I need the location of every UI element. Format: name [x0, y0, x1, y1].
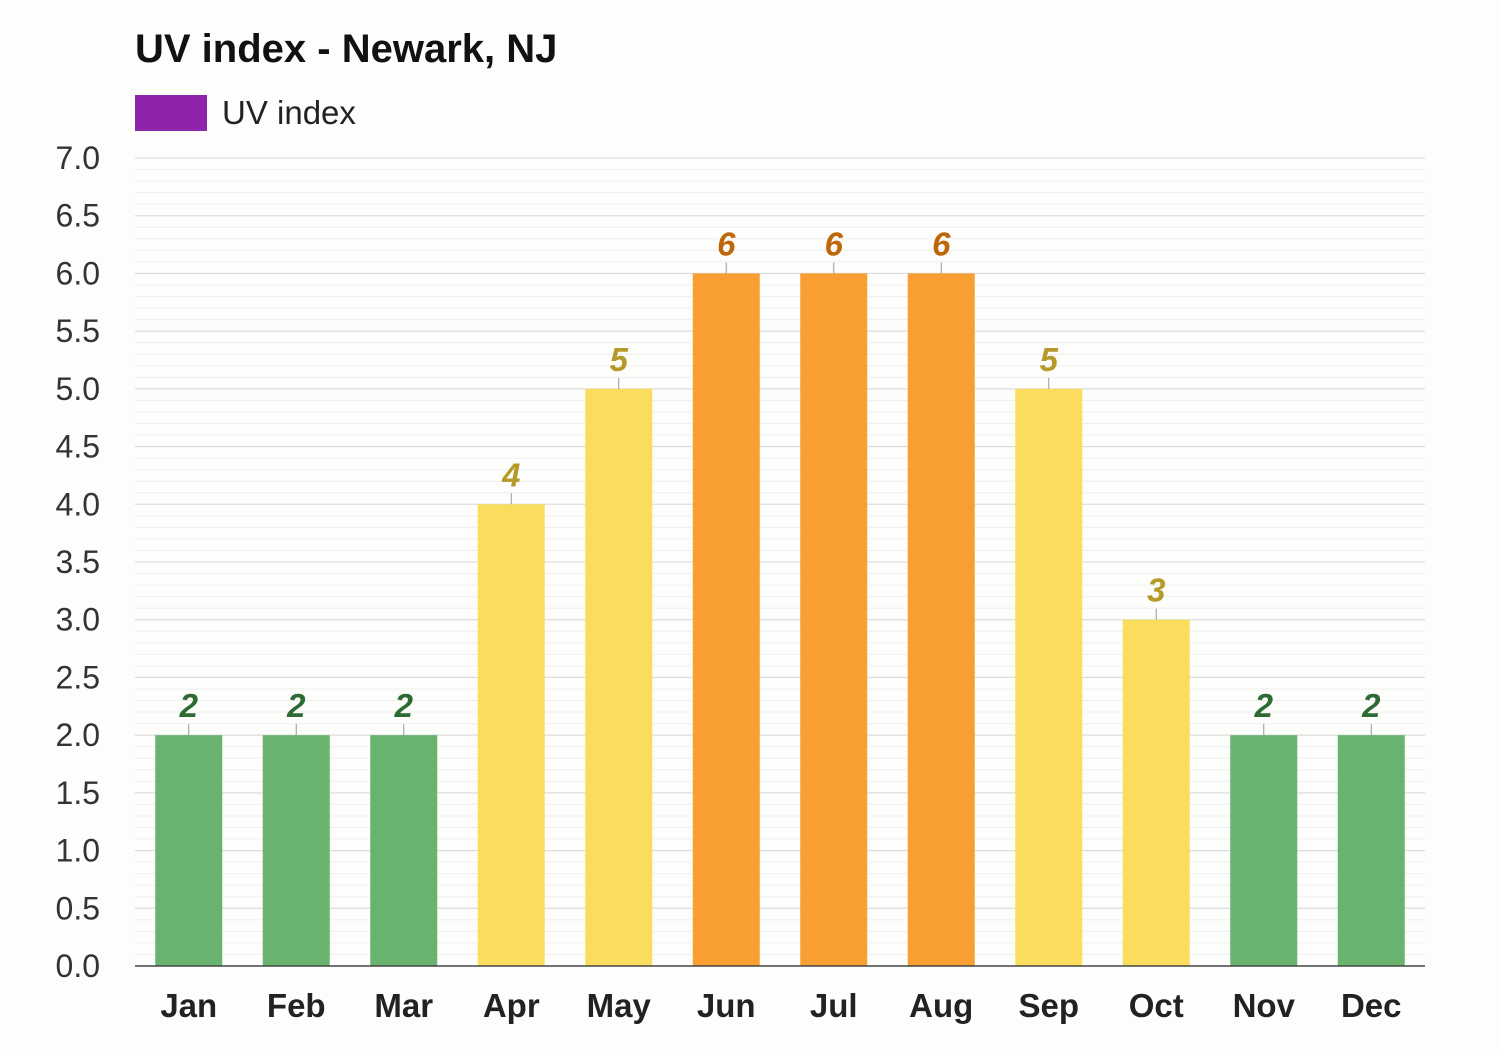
- x-tick-label: Nov: [1233, 987, 1296, 1024]
- data-label: 6: [717, 225, 736, 262]
- y-tick-label: 4.5: [56, 429, 100, 465]
- y-tick-label: 2.5: [56, 659, 100, 695]
- data-label: 2: [394, 687, 414, 724]
- x-tick-label: Dec: [1341, 987, 1402, 1024]
- data-label: 6: [825, 225, 844, 262]
- x-tick-label: May: [587, 987, 652, 1024]
- y-tick-label: 6.5: [56, 198, 100, 234]
- data-label: 2: [286, 687, 306, 724]
- x-tick-label: Aug: [909, 987, 973, 1024]
- bar-mar: [370, 735, 438, 966]
- chart-title: UV index - Newark, NJ: [135, 27, 557, 71]
- x-tick-label: Mar: [374, 987, 433, 1024]
- bar-jan: [155, 735, 223, 966]
- bars: [155, 273, 1405, 966]
- data-label: 4: [501, 456, 520, 493]
- y-tick-label: 5.0: [56, 371, 100, 407]
- bar-may: [585, 388, 653, 966]
- legend: UV index: [135, 94, 356, 131]
- data-label: 3: [1147, 572, 1165, 609]
- data-label: 2: [1361, 687, 1381, 724]
- y-tick-label: 6.0: [56, 255, 100, 291]
- bar-nov: [1230, 735, 1298, 966]
- x-tick-label: Feb: [267, 987, 326, 1024]
- bar-jul: [800, 273, 868, 966]
- legend-label: UV index: [222, 94, 356, 131]
- y-tick-label: 1.0: [56, 833, 100, 869]
- data-labels: 2 2 2 4 5 6 6 6 5 3 2 2: [179, 225, 1382, 724]
- y-tick-label: 7.0: [56, 140, 100, 176]
- label-leader-lines: [188, 262, 1372, 736]
- bar-oct: [1122, 619, 1190, 966]
- y-tick-label: 5.5: [56, 313, 100, 349]
- y-tick-label: 4.0: [56, 486, 100, 522]
- bar-apr: [477, 504, 545, 966]
- x-tick-label: Apr: [483, 987, 540, 1024]
- x-tick-label: Jul: [810, 987, 858, 1024]
- bar-jun: [692, 273, 760, 966]
- y-tick-label: 2.0: [56, 717, 100, 753]
- x-tick-label: Jan: [160, 987, 217, 1024]
- data-label: 2: [179, 687, 199, 724]
- x-tick-label: Jun: [697, 987, 756, 1024]
- data-label: 6: [932, 225, 951, 262]
- y-tick-label: 3.0: [56, 602, 100, 638]
- y-tick-label: 1.5: [56, 775, 100, 811]
- y-tick-label: 0.0: [56, 948, 100, 984]
- data-label: 2: [1254, 687, 1274, 724]
- x-tick-label: Oct: [1129, 987, 1184, 1024]
- bar-aug: [907, 273, 975, 966]
- x-axis-ticks: Jan Feb Mar Apr May Jun Jul Aug Sep Oct Nov Dec: [160, 987, 1401, 1024]
- x-tick-label: Sep: [1018, 987, 1079, 1024]
- y-axis-ticks: 0.0 0.5 1.0 1.5 2.0 2.5 3.0 3.5 4.0 4.5 5.0 5.5 6.0 6…: [56, 140, 100, 984]
- y-tick-label: 0.5: [56, 890, 100, 926]
- bar-sep: [1015, 388, 1083, 966]
- data-label: 5: [1040, 341, 1059, 378]
- data-label: 5: [610, 341, 629, 378]
- legend-swatch: [135, 95, 207, 131]
- bar-dec: [1337, 735, 1405, 966]
- bar-feb: [262, 735, 330, 966]
- y-tick-label: 3.5: [56, 544, 100, 580]
